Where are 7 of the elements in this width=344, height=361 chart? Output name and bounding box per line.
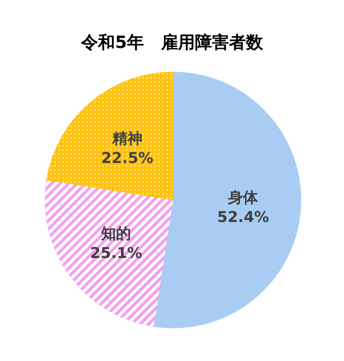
slice-label: 知的 (100, 224, 132, 243)
data-label: 22.5% (101, 148, 154, 167)
slice-label: 精神 (111, 129, 142, 148)
data-label: 52.4% (217, 208, 270, 226)
chart-title: 令和5年 雇用障害者数 (80, 33, 264, 53)
slice-label: 身体 (227, 188, 260, 206)
data-label: 25.1% (90, 244, 142, 262)
